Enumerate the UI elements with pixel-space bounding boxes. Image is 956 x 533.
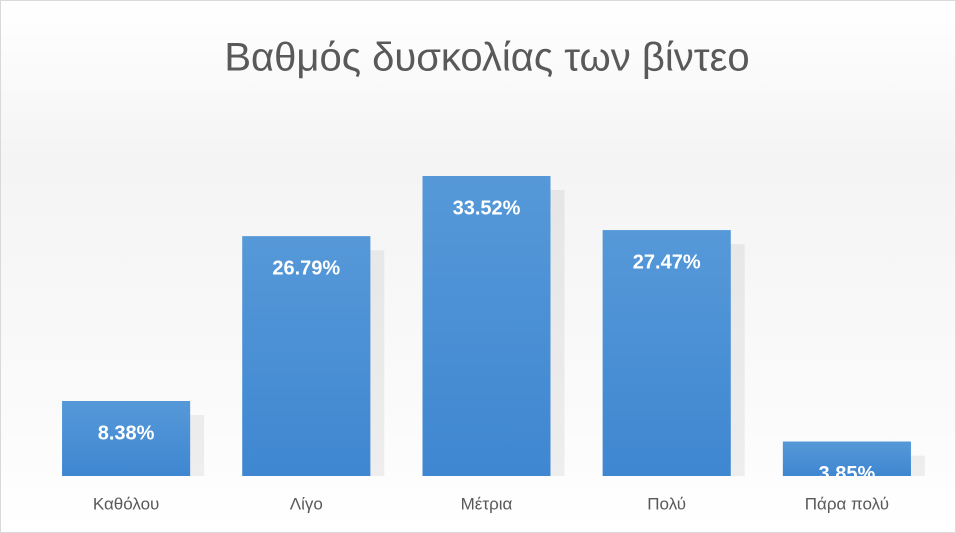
data-label: 26.79%: [272, 258, 340, 280]
data-label: 33.52%: [453, 197, 521, 219]
bar-gloss: [602, 230, 731, 476]
data-label: 27.47%: [633, 251, 701, 273]
bar-gloss: [422, 176, 551, 476]
data-label: 8.38%: [98, 422, 155, 444]
bar-gloss: [62, 401, 191, 476]
x-tick-label: Καθόλου: [93, 494, 160, 513]
x-tick-label: Πολύ: [647, 494, 686, 513]
chart-title: Βαθμός δυσκολίας των βίντεο: [224, 36, 749, 80]
data-label: 3.85%: [819, 463, 876, 485]
bar-gloss: [782, 441, 911, 476]
bar-gloss: [242, 236, 371, 476]
x-tick-label: Μέτρια: [461, 494, 513, 513]
x-tick-label: Λίγο: [290, 494, 323, 513]
x-tick-label: Πάρα πολύ: [805, 494, 889, 513]
